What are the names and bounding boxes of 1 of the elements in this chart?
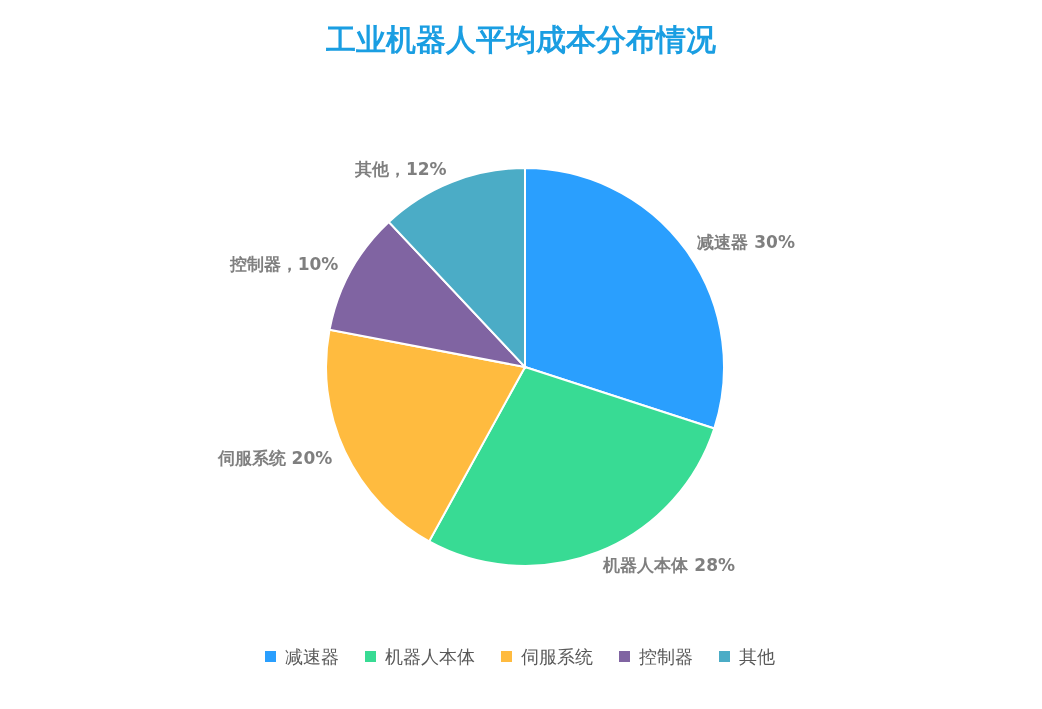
title: 工业机器人平均成本分布情况: [326, 22, 716, 57]
